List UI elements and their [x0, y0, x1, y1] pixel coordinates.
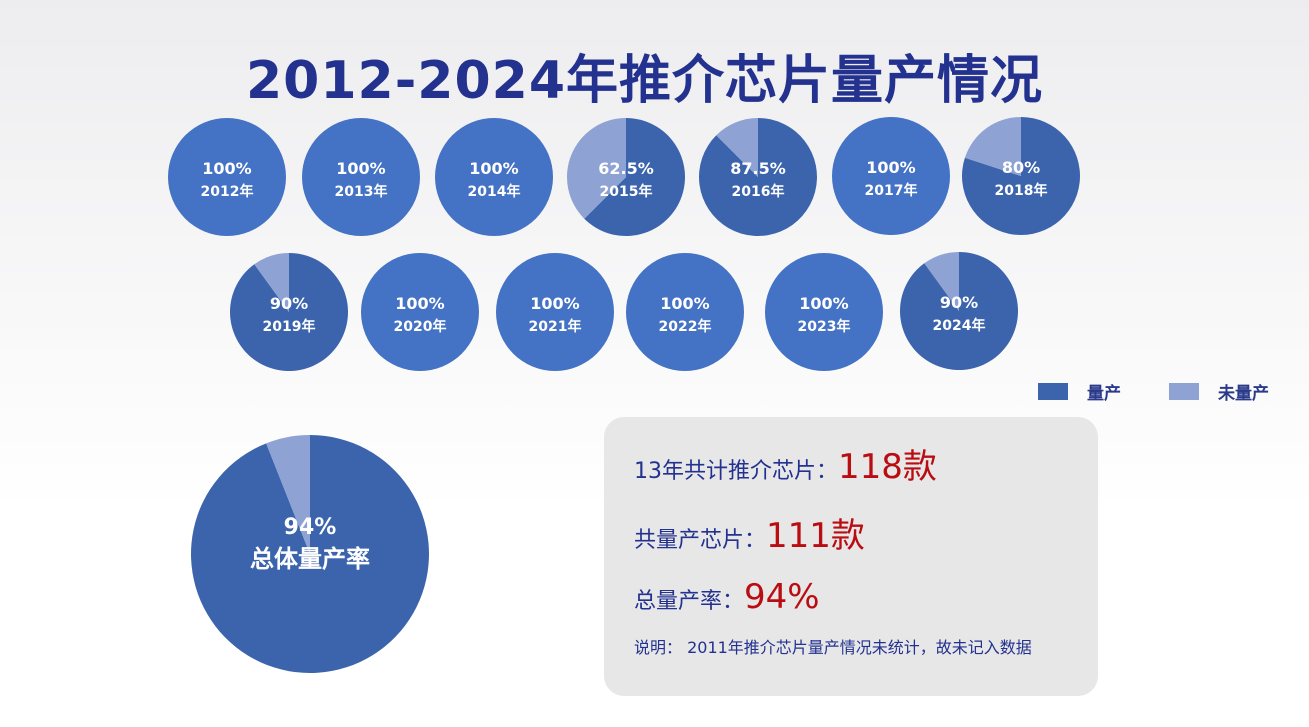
pie-2015: [567, 118, 686, 236]
pie-year-label: 2016年: [732, 183, 785, 200]
pie-2012: [168, 118, 286, 236]
legend-label-produced: 量产: [1087, 384, 1121, 404]
pie-slice-produced: [361, 253, 479, 371]
pie-slice-not-produced: [964, 117, 1021, 176]
pie-percent-label: 62.5%: [598, 159, 654, 178]
pie-overall: [191, 435, 429, 673]
pie-slice-not-produced: [254, 253, 289, 312]
legend-item-produced: 量产: [1038, 379, 1121, 404]
pie-2016: [699, 118, 818, 236]
pie-year-label: 2014年: [468, 183, 521, 200]
pie-percent-label: 100%: [336, 159, 385, 178]
pie-year-label: 2012年: [201, 183, 254, 200]
pie-slice-produced: [302, 118, 420, 236]
pie-slice-produced: [584, 118, 686, 236]
summary-produced: 共量产芯片： 111款: [634, 508, 1068, 557]
legend-label-not-produced: 未量产: [1218, 384, 1269, 404]
pie-slice-not-produced: [716, 118, 758, 177]
pie-year-label: 2020年: [394, 318, 447, 335]
pie-percent-label: 87.5%: [730, 159, 786, 178]
pie-percent-label: 100%: [469, 159, 518, 178]
legend-swatch-not-produced: [1169, 383, 1199, 400]
pie-percent-label: 100%: [799, 294, 848, 313]
overall-caption: 总体量产率: [250, 545, 370, 573]
summary-rate-value: 94%: [744, 577, 820, 617]
pie-slice-not-produced: [266, 435, 310, 554]
pie-percent-label: 90%: [940, 293, 978, 312]
overall-percent-label: 94%: [284, 515, 337, 540]
pie-slice-not-produced: [567, 118, 626, 219]
pie-slice-produced: [626, 253, 744, 371]
pie-year-label: 2013年: [335, 183, 388, 200]
pie-2020: [361, 253, 479, 371]
pie-year-label: 2018年: [995, 182, 1048, 199]
pie-slice-produced: [496, 253, 614, 371]
pie-2013: [302, 118, 420, 236]
summary-rate-label: 总量产率：: [634, 589, 745, 614]
pie-year-label: 2015年: [600, 183, 653, 200]
pie-2022: [626, 253, 744, 371]
pie-2018: [962, 117, 1080, 235]
pie-2023: [765, 253, 883, 371]
pie-percent-label: 100%: [660, 294, 709, 313]
pie-slice-produced: [832, 117, 950, 235]
pie-slice-produced: [765, 253, 883, 371]
pie-percent-label: 90%: [270, 294, 308, 313]
pie-percent-label: 100%: [530, 294, 579, 313]
legend-item-not-produced: 未量产: [1169, 379, 1269, 404]
pie-slice-not-produced: [924, 252, 959, 311]
pie-year-label: 2021年: [529, 318, 582, 335]
pie-2021: [496, 253, 614, 371]
pie-year-label: 2017年: [865, 182, 918, 199]
pie-2024: [900, 252, 1019, 370]
pie-2019: [230, 253, 348, 371]
summary-total: 13年共计推介芯片： 118款: [634, 439, 1068, 488]
summary-box: 13年共计推介芯片： 118款 共量产芯片： 111款 总量产率： 94% 说明…: [604, 417, 1098, 696]
pie-slice-produced: [435, 118, 553, 236]
pie-year-label: 2024年: [933, 317, 986, 334]
pie-percent-label: 80%: [1002, 158, 1040, 177]
pie-percent-label: 100%: [202, 159, 251, 178]
summary-produced-value: 111款: [766, 516, 865, 556]
legend: 量产 未量产: [1038, 379, 1269, 404]
pie-percent-label: 100%: [866, 158, 915, 177]
pie-year-label: 2022年: [659, 318, 712, 335]
legend-swatch-produced: [1038, 383, 1068, 400]
pie-year-label: 2023年: [798, 318, 851, 335]
summary-rate: 总量产率： 94%: [634, 577, 1068, 617]
pie-slice-produced: [900, 252, 1019, 370]
summary-note: 说明： 2011年推介芯片量产情况未统计，故未记入数据: [634, 638, 1032, 657]
page-title: 2012-2024年推介芯片量产情况: [245, 51, 1044, 111]
pie-year-label: 2019年: [263, 318, 316, 335]
summary-total-label: 13年共计推介芯片：: [634, 459, 838, 484]
pie-2017: [832, 117, 950, 235]
pie-slice-produced: [168, 118, 286, 236]
summary-total-value: 118款: [838, 447, 937, 487]
summary-produced-label: 共量产芯片：: [634, 528, 767, 553]
pie-percent-label: 100%: [395, 294, 444, 313]
pie-2014: [435, 118, 553, 236]
